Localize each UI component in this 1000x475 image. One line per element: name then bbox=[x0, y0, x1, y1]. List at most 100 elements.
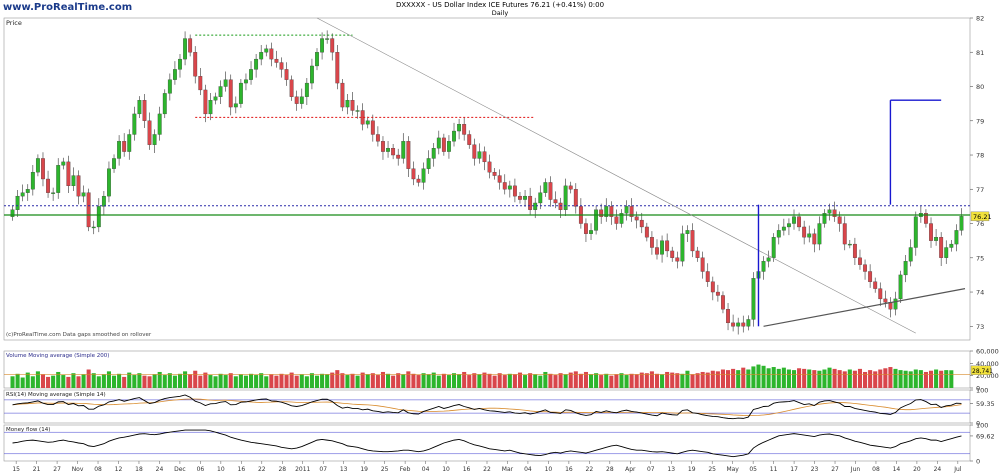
volume-bar bbox=[812, 370, 817, 388]
x-tick-label: 06 bbox=[197, 466, 205, 473]
candle-body bbox=[304, 82, 309, 97]
volume-panel-title: Volume Moving average (Simple 200) bbox=[6, 353, 109, 359]
candle-body bbox=[244, 79, 248, 84]
candle-body bbox=[264, 48, 269, 53]
volume-bar bbox=[928, 370, 934, 388]
volume-bar bbox=[218, 373, 223, 388]
volume-bar bbox=[715, 371, 720, 388]
volume-bar bbox=[832, 368, 837, 388]
volume-bar bbox=[457, 374, 462, 388]
candle-body bbox=[573, 189, 578, 207]
candle-body bbox=[731, 322, 736, 327]
candle-body bbox=[315, 52, 319, 67]
volume-bar bbox=[441, 373, 446, 388]
candle-body bbox=[381, 141, 385, 152]
volume-bar bbox=[660, 374, 665, 388]
volume-bar bbox=[81, 374, 86, 388]
volume-bar bbox=[776, 368, 781, 388]
volume-bar bbox=[345, 375, 350, 388]
rising-trend-line bbox=[763, 288, 966, 327]
candle-body bbox=[584, 223, 588, 234]
candle-body bbox=[467, 134, 472, 145]
candle-body bbox=[797, 216, 802, 228]
volume-panel-frame bbox=[3, 350, 971, 389]
rsi-panel-frame bbox=[3, 389, 971, 424]
volume-bar bbox=[507, 373, 512, 388]
candle-body bbox=[289, 79, 294, 97]
x-tick-label: 04 bbox=[524, 466, 532, 473]
candle-body bbox=[548, 182, 553, 200]
candle-body bbox=[665, 240, 670, 252]
volume-bar bbox=[578, 373, 583, 388]
volume-bar bbox=[325, 374, 330, 388]
x-tick-label: Apr bbox=[625, 466, 636, 473]
volume-bar bbox=[289, 372, 294, 388]
candle-body bbox=[939, 237, 944, 258]
volume-bar bbox=[304, 376, 309, 388]
candle-body bbox=[46, 178, 50, 193]
volume-bar bbox=[152, 374, 157, 388]
candle-body bbox=[893, 298, 898, 310]
volume-bar bbox=[46, 376, 51, 388]
candle-body bbox=[259, 52, 264, 60]
volume-bar bbox=[771, 367, 776, 388]
volume-bar bbox=[284, 375, 289, 388]
candle-body bbox=[188, 38, 193, 53]
volume-bar bbox=[106, 371, 111, 388]
volume-bar bbox=[71, 373, 76, 388]
candle-body bbox=[497, 175, 502, 183]
candle-body bbox=[20, 192, 25, 197]
volume-bar bbox=[10, 376, 15, 388]
volume-bar bbox=[401, 374, 406, 388]
candle-body bbox=[310, 65, 314, 84]
volume-bar bbox=[177, 373, 183, 388]
volume-bar bbox=[243, 375, 248, 388]
x-tick-label: May bbox=[726, 466, 739, 473]
candle-body bbox=[553, 199, 558, 204]
x-tick-label: Nov bbox=[72, 466, 84, 473]
money-flow-panel-y-label: 0 bbox=[976, 458, 980, 466]
candle-body bbox=[274, 58, 279, 63]
candle-body bbox=[847, 243, 852, 246]
candle-body bbox=[107, 168, 111, 197]
volume-bar bbox=[766, 368, 771, 388]
volume-bar bbox=[142, 375, 147, 388]
volume-bar bbox=[939, 370, 944, 388]
volume-bar bbox=[523, 375, 528, 388]
x-tick-label: 28 bbox=[606, 466, 614, 473]
volume-bar bbox=[269, 374, 274, 388]
candle-body bbox=[178, 58, 182, 70]
x-tick-label: 04 bbox=[422, 466, 430, 473]
x-tick-label: 15 bbox=[12, 466, 20, 473]
x-tick-label: 16 bbox=[565, 466, 573, 473]
candle-body bbox=[599, 209, 604, 217]
money-flow-panel: Money flow (14) 100 69.62 0 bbox=[3, 422, 995, 466]
candle-body bbox=[670, 250, 675, 258]
candle-body bbox=[842, 223, 847, 245]
downtrend-line bbox=[316, 17, 916, 334]
volume-bar bbox=[558, 373, 563, 388]
volume-bar bbox=[634, 374, 639, 388]
volume-bar bbox=[538, 375, 543, 388]
candle-body bbox=[152, 134, 157, 145]
x-tick-label: 23 bbox=[811, 466, 819, 473]
volume-bar bbox=[360, 372, 365, 388]
volume-y-label: 60,000 bbox=[976, 348, 999, 356]
candle-body bbox=[528, 195, 533, 210]
volume-bar bbox=[934, 369, 939, 388]
candle-body bbox=[441, 137, 446, 152]
candle-body bbox=[558, 202, 563, 210]
x-tick-label: 10 bbox=[442, 466, 450, 473]
x-tick-label: 17 bbox=[790, 466, 798, 473]
price-y-label: 73 bbox=[976, 323, 984, 331]
volume-bar bbox=[462, 371, 467, 388]
x-tick-label: 11 bbox=[770, 466, 778, 473]
volume-bar bbox=[122, 376, 127, 388]
candle-body bbox=[56, 165, 61, 193]
candle-body bbox=[741, 322, 746, 327]
volume-bar bbox=[685, 370, 690, 388]
candle-body bbox=[411, 168, 416, 180]
volume-bar bbox=[299, 374, 304, 388]
volume-bar bbox=[781, 367, 786, 388]
